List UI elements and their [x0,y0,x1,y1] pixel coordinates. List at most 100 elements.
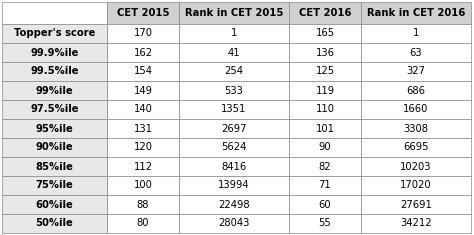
Bar [179,157,289,176]
Bar [289,176,361,195]
Text: 99.5%ile: 99.5%ile [30,67,79,77]
Bar [107,100,179,119]
Bar [361,2,471,24]
Text: Topper's score: Topper's score [14,28,95,39]
Text: 6695: 6695 [403,142,429,153]
Bar [2,24,107,43]
Bar [179,100,289,119]
Bar [2,176,107,195]
Text: 90%ile: 90%ile [36,142,73,153]
Text: 1: 1 [413,28,419,39]
Bar [179,138,289,157]
Bar [289,195,361,214]
Text: 1660: 1660 [403,105,428,114]
Text: 136: 136 [316,47,335,58]
Text: 170: 170 [134,28,153,39]
Text: 80: 80 [137,219,149,228]
Text: 28043: 28043 [219,219,250,228]
Text: 686: 686 [407,86,426,95]
Bar [179,195,289,214]
Text: 120: 120 [134,142,153,153]
Bar [361,195,471,214]
Text: Rank in CET 2015: Rank in CET 2015 [185,8,283,18]
Text: 1351: 1351 [221,105,246,114]
Bar [2,195,107,214]
Bar [107,81,179,100]
Text: 112: 112 [134,161,153,172]
Bar [2,119,107,138]
Text: 63: 63 [410,47,422,58]
Bar [289,24,361,43]
Text: 2697: 2697 [221,124,247,133]
Text: 99%ile: 99%ile [36,86,73,95]
Text: Rank in CET 2016: Rank in CET 2016 [367,8,465,18]
Bar [289,138,361,157]
Bar [289,43,361,62]
Bar [2,214,107,233]
Bar [107,195,179,214]
Text: CET 2016: CET 2016 [299,8,351,18]
Bar [289,2,361,24]
Bar [179,24,289,43]
Text: 97.5%ile: 97.5%ile [30,105,79,114]
Bar [361,119,471,138]
Text: 140: 140 [134,105,153,114]
Bar [2,2,107,24]
Text: 165: 165 [315,28,335,39]
Bar [107,176,179,195]
Bar [2,81,107,100]
Bar [361,43,471,62]
Bar [107,24,179,43]
Text: 99.9%ile: 99.9%ile [30,47,79,58]
Bar [179,119,289,138]
Text: 100: 100 [134,180,153,191]
Text: 95%ile: 95%ile [36,124,73,133]
Bar [179,214,289,233]
Text: 125: 125 [315,67,335,77]
Bar [179,176,289,195]
Bar [179,43,289,62]
Text: 149: 149 [134,86,153,95]
Text: 71: 71 [319,180,331,191]
Text: 327: 327 [407,67,426,77]
Bar [107,119,179,138]
Text: 50%ile: 50%ile [36,219,73,228]
Bar [289,81,361,100]
Bar [107,43,179,62]
Bar [361,157,471,176]
Bar [179,62,289,81]
Bar [289,157,361,176]
Bar [107,138,179,157]
Bar [179,2,289,24]
Bar [2,100,107,119]
Text: 110: 110 [316,105,335,114]
Bar [2,62,107,81]
Bar [2,157,107,176]
Text: 60: 60 [319,200,331,209]
Bar [361,214,471,233]
Text: 85%ile: 85%ile [36,161,73,172]
Bar [107,2,179,24]
Text: 162: 162 [134,47,153,58]
Bar [361,24,471,43]
Bar [107,157,179,176]
Bar [361,138,471,157]
Text: 533: 533 [225,86,244,95]
Text: 34212: 34212 [400,219,432,228]
Text: 1: 1 [231,28,237,39]
Text: 101: 101 [316,124,335,133]
Text: 55: 55 [319,219,331,228]
Text: CET 2015: CET 2015 [117,8,169,18]
Text: 17020: 17020 [400,180,432,191]
Text: 60%ile: 60%ile [36,200,73,209]
Text: 10203: 10203 [400,161,432,172]
Bar [361,62,471,81]
Bar [179,81,289,100]
Bar [107,214,179,233]
Text: 27691: 27691 [400,200,432,209]
Bar [289,100,361,119]
Text: 41: 41 [228,47,240,58]
Bar [289,62,361,81]
Text: 22498: 22498 [218,200,250,209]
Text: 90: 90 [319,142,331,153]
